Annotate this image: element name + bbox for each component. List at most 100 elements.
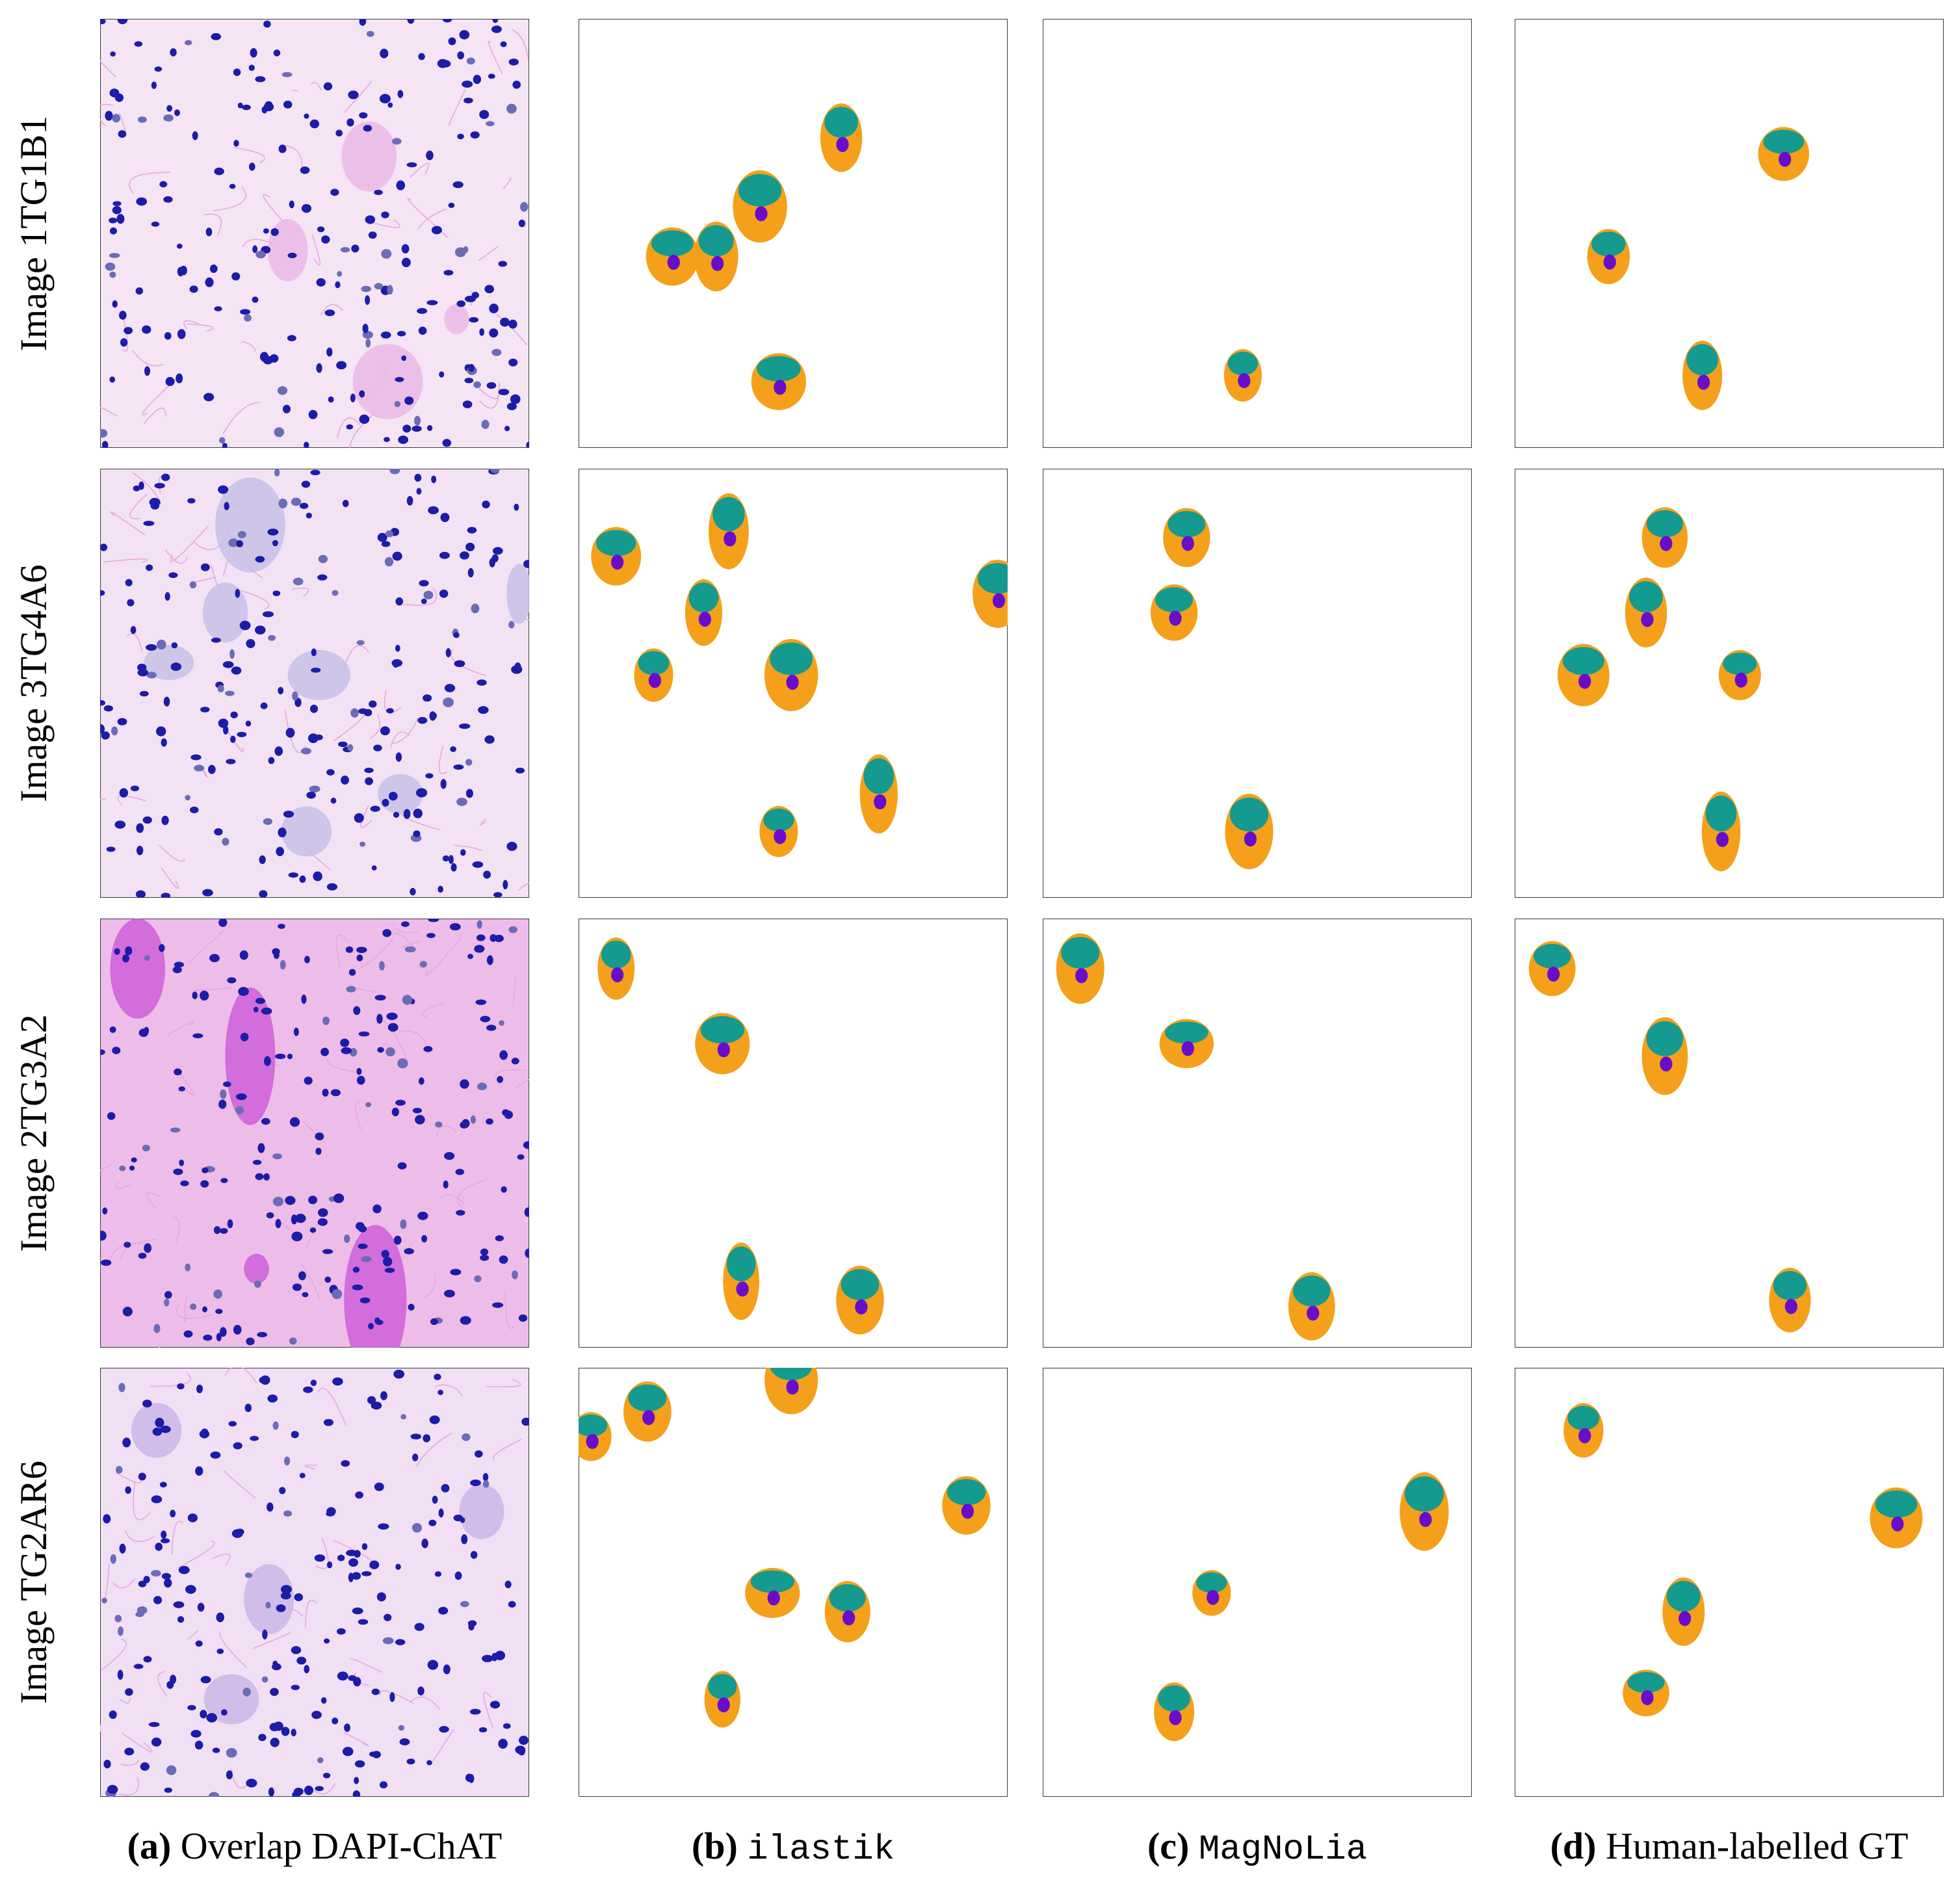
nucleus-dot	[277, 386, 288, 395]
nucleus-dot	[217, 685, 224, 692]
nucleus-dot	[453, 764, 464, 770]
nucleus-dot	[200, 1676, 211, 1684]
nucleus-dot	[486, 382, 497, 389]
fiber	[365, 219, 400, 228]
nucleus-dot	[326, 347, 333, 357]
nucleus-dot	[359, 414, 370, 425]
nucleus-dot	[464, 377, 474, 384]
nucleus-dot	[412, 1454, 419, 1461]
nucleus-dot	[235, 1106, 244, 1114]
nucleus-dot	[353, 1677, 361, 1687]
cell-nucleus	[711, 255, 724, 271]
nucleus-dot	[239, 620, 251, 631]
nucleus-dot	[340, 1038, 350, 1047]
cell-cytoplasm	[1773, 1271, 1807, 1300]
nucleus-dot	[361, 285, 371, 293]
nucleus-dot	[470, 1550, 478, 1559]
nucleus-dot	[322, 1016, 330, 1025]
nucleus-dot	[109, 271, 116, 278]
nucleus-dot	[323, 1418, 333, 1426]
nucleus-dot	[402, 425, 412, 433]
nucleus-dot	[374, 283, 384, 290]
nucleus-dot	[137, 1606, 148, 1614]
nucleus-dot	[168, 572, 178, 579]
nucleus-dot	[110, 51, 116, 57]
nucleus-dot	[423, 590, 434, 599]
nucleus-dot	[281, 72, 293, 77]
nucleus-dot	[164, 592, 170, 601]
fiber	[504, 1290, 514, 1329]
nucleus-dot	[335, 281, 341, 289]
nucleus-dot	[486, 121, 495, 127]
nucleus-dot	[176, 243, 183, 249]
nucleus-dot	[486, 955, 493, 965]
nucleus-dot	[214, 167, 224, 176]
cell-nucleus	[648, 673, 661, 688]
image-panel	[579, 1368, 1008, 1797]
nucleus-dot	[473, 381, 481, 389]
nucleus-dot	[164, 332, 172, 340]
nucleus-dot	[293, 577, 304, 586]
nucleus-dot	[410, 887, 416, 896]
nucleus-dot	[377, 532, 387, 542]
fiber	[121, 1732, 153, 1753]
nucleus-dot	[374, 1317, 380, 1324]
cell-nucleus	[1181, 1041, 1194, 1056]
cell-nucleus	[724, 531, 737, 547]
nucleus-dot	[459, 723, 471, 729]
nucleus-dot	[114, 93, 124, 102]
nucleus-dot	[222, 725, 229, 735]
cell-cytoplasm	[1591, 231, 1626, 257]
nucleus-dot	[142, 1399, 152, 1407]
nucleus-dot	[260, 702, 268, 709]
nucleus-dot	[214, 828, 223, 836]
nucleus-dot	[326, 883, 338, 891]
nucleus-dot	[499, 1020, 504, 1026]
nucleus-dot	[118, 1626, 124, 1636]
fiber	[124, 1530, 155, 1543]
nucleus-dot	[412, 1523, 423, 1533]
nucleus-dot	[517, 1154, 525, 1160]
nucleus-dot	[137, 663, 147, 672]
nucleus-dot	[460, 849, 466, 856]
nucleus-dot	[166, 1765, 177, 1775]
cell-cytoplasm	[841, 1269, 880, 1300]
nucleus-dot	[107, 1784, 118, 1794]
nucleus-dot	[224, 502, 229, 510]
cell-nucleus	[855, 1299, 868, 1315]
nucleus-dot	[336, 1628, 346, 1635]
nucleus-dot	[273, 951, 280, 960]
nucleus-dot	[368, 231, 377, 239]
nucleus-dot	[354, 1760, 365, 1768]
nucleus-dot	[283, 810, 294, 818]
cell-nucleus	[755, 206, 768, 222]
nucleus-dot	[365, 295, 371, 306]
fiber	[431, 1729, 454, 1764]
fiber	[343, 80, 372, 113]
fiber	[204, 213, 222, 236]
cell-cytoplasm	[770, 642, 813, 675]
nucleus-dot	[385, 530, 394, 538]
nucleus-dot	[474, 1450, 483, 1458]
nucleus-dot	[385, 1047, 395, 1056]
nucleus-dot	[365, 777, 373, 785]
image-panel	[579, 469, 1008, 898]
nucleus-dot	[471, 603, 480, 614]
nucleus-dot	[257, 1331, 268, 1338]
nucleus-dot	[299, 1472, 306, 1478]
nucleus-dot	[474, 945, 485, 953]
fiber	[343, 1732, 369, 1746]
nucleus-dot	[112, 1047, 121, 1054]
nucleus-dot	[401, 355, 407, 361]
nucleus-dot	[431, 226, 442, 235]
nucleus-dot	[457, 133, 464, 140]
nucleus-dot	[276, 846, 284, 856]
fiber	[503, 177, 512, 190]
nucleus-dot	[231, 272, 241, 281]
nucleus-dot	[320, 1697, 327, 1704]
cell-cytoplasm	[700, 1015, 744, 1044]
nucleus-dot	[480, 1255, 490, 1261]
nucleus-dot	[287, 1053, 293, 1060]
neuron	[215, 477, 285, 573]
cell-nucleus	[1716, 831, 1729, 847]
